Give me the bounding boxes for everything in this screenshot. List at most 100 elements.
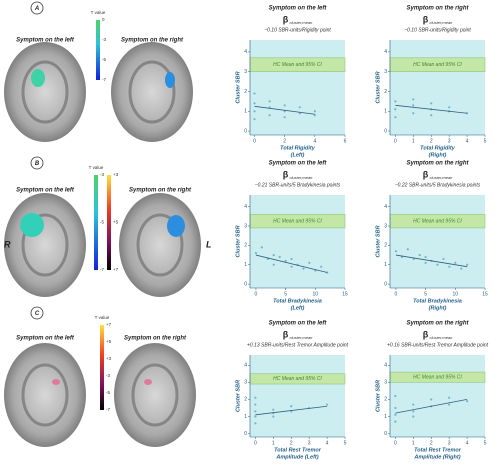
point — [253, 110, 256, 113]
x-tick-label: 1 — [272, 440, 275, 446]
point — [454, 261, 457, 264]
beta-symbol: β — [423, 14, 429, 24]
x-tick-label: 3 — [448, 440, 451, 446]
point — [394, 413, 397, 416]
fit-line — [254, 105, 315, 115]
beta-symbol: β — [423, 169, 429, 179]
beta-symbol: β — [283, 169, 289, 179]
x-tick-label: 10 — [313, 291, 319, 297]
point — [424, 261, 427, 264]
y-axis-label: Cluster SBR — [375, 380, 381, 412]
hc-band-label: HC Mean and 95% CI — [413, 375, 462, 381]
panel-letter: A — [34, 6, 39, 12]
plot-area — [250, 40, 345, 135]
x-axis-label: Total Rigidity — [280, 145, 316, 151]
point — [448, 265, 451, 268]
x-axis-label: Total Rest Tremor — [274, 447, 322, 453]
hc-band-label: HC Mean and 95% CI — [413, 62, 462, 68]
x-tick-label: 4 — [313, 138, 316, 144]
brain-label: Symptom on the right — [121, 38, 184, 44]
chart-title: Symptom on the left — [269, 6, 328, 12]
y-tick-label: 3 — [384, 380, 387, 386]
point — [320, 265, 323, 268]
point — [283, 116, 286, 119]
chart-title: Symptom on the right — [407, 161, 470, 167]
x-axis-label: (Right) — [429, 305, 447, 311]
y-tick-label: 4 — [244, 204, 247, 210]
point — [254, 403, 257, 406]
point — [254, 410, 257, 413]
chart-subtitle: −0.22 SBR-units/5 Bradykinesia points — [395, 182, 481, 188]
fit-line — [395, 104, 468, 114]
x-axis-label: Total Bradykinesia — [273, 298, 322, 304]
beta-subscript: cluster;mean — [290, 335, 314, 340]
fit-line — [255, 254, 328, 273]
point — [272, 415, 275, 418]
beta-symbol: β — [423, 329, 429, 339]
x-axis-label: Total Bradykinesia — [413, 298, 462, 304]
point — [302, 267, 305, 270]
x-tick-label: 5 — [484, 138, 487, 144]
x-tick-label: 3 — [448, 138, 451, 144]
y-axis-label: Cluster SBR — [235, 71, 241, 103]
brain — [4, 343, 86, 447]
y-tick-label: 1 — [244, 109, 247, 115]
beta-subscript: cluster;mean — [430, 20, 454, 25]
point — [412, 403, 415, 406]
plot-area — [390, 355, 485, 437]
colorbar-tick-label: -5 — [102, 57, 106, 62]
point — [325, 403, 329, 406]
chart-title: Symptom on the left — [269, 321, 328, 327]
beta-subscript: cluster;mean — [430, 175, 454, 180]
brain-label: Symptom on the left — [16, 188, 75, 194]
y-tick-label: 1 — [384, 109, 387, 115]
y-tick-label: 4 — [244, 363, 247, 369]
point — [448, 403, 451, 406]
y-axis-label: Cluster SBR — [375, 71, 381, 103]
x-tick-label: 4 — [326, 440, 329, 446]
y-tick-label: 2 — [384, 397, 387, 403]
point — [254, 422, 257, 425]
panel-letter-circle — [30, 156, 44, 170]
x-tick-label: 4 — [466, 138, 469, 144]
point — [268, 100, 271, 103]
point — [465, 400, 469, 403]
beta-symbol: β — [283, 329, 289, 339]
chart-subtitle: −0.21 SBR-units/5 Bradykinesia points — [255, 182, 341, 188]
brain — [114, 343, 196, 447]
y-tick-label: 2 — [244, 397, 247, 403]
point — [278, 255, 281, 259]
x-tick-label: 2 — [290, 440, 293, 446]
brain — [111, 42, 193, 142]
colorbar-tick-label: -7 — [102, 77, 106, 82]
point — [394, 394, 397, 398]
x-tick-label: 0 — [253, 138, 256, 144]
chart-title: Symptom on the right — [407, 321, 470, 327]
brain-label: Symptom on the left — [16, 336, 75, 342]
brain-label: Symptom on the right — [129, 188, 192, 194]
beta-symbol: β — [283, 14, 289, 24]
y-tick-label: 3 — [244, 380, 247, 386]
y-tick-label: 4 — [384, 49, 387, 55]
x-tick-label: 1 — [412, 440, 415, 446]
point — [253, 92, 256, 95]
x-tick-label: 2 — [430, 440, 433, 446]
hc-band-label: HC Mean and 95% CI — [273, 376, 322, 382]
brain-label: Symptom on the left — [16, 38, 75, 44]
point — [466, 263, 469, 266]
colorbar-tick-label: +5 — [106, 339, 112, 344]
x-tick-label: 2 — [430, 138, 433, 144]
brain — [4, 193, 86, 297]
plot-area — [390, 40, 485, 135]
chart-subtitle: +0.16 SBR-units/Rest Tremor Amplitude po… — [387, 342, 489, 348]
point — [290, 257, 293, 261]
x-tick-label: 0 — [255, 291, 258, 297]
colorbar — [100, 325, 104, 410]
y-tick-label: 2 — [384, 89, 387, 95]
colorbar-tick-label: -7 — [106, 407, 110, 412]
beta-subscript: cluster;mean — [290, 175, 314, 180]
colorbar-tick-label: -3 — [102, 37, 106, 42]
hc-band-label: HC Mean and 95% CI — [273, 62, 322, 68]
fit-line — [395, 254, 468, 268]
x-tick-label: 3 — [308, 440, 311, 446]
